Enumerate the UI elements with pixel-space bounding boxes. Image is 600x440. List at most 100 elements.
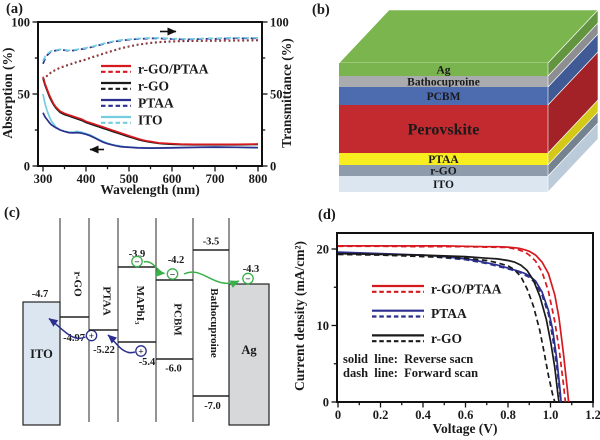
y-tick-label: 100 bbox=[11, 15, 30, 29]
y-tick-label-right: 50 bbox=[270, 87, 283, 101]
energy-label: -6.0 bbox=[165, 364, 182, 375]
y-tick-label: 10 bbox=[317, 319, 330, 333]
series-ptaa-absorption bbox=[42, 112, 259, 149]
energy-label: -4.3 bbox=[243, 264, 260, 275]
x-tick-label: 400 bbox=[77, 172, 96, 186]
energy-label: -4.7 bbox=[32, 289, 49, 300]
legend-label: PTAA bbox=[431, 306, 467, 321]
layer-front-face bbox=[339, 76, 548, 87]
x-tick-label: 600 bbox=[163, 172, 182, 186]
figure-shape: − bbox=[170, 270, 175, 280]
figure-shape: + bbox=[138, 347, 143, 357]
series-r-go-ptaa-reverse bbox=[338, 245, 570, 403]
legend-label: r-GO bbox=[138, 79, 169, 94]
hole-icon: + bbox=[135, 345, 147, 357]
layer-front-face bbox=[339, 63, 548, 76]
series-r-go-ptaa-absorption bbox=[42, 76, 259, 146]
hole-arrow bbox=[107, 334, 136, 354]
layer-front-face bbox=[339, 165, 548, 176]
material-name: Bathocuproine bbox=[208, 288, 220, 358]
stack-layer-ito: ITO bbox=[339, 122, 599, 193]
layer-label: PCBM bbox=[427, 91, 461, 103]
legend-label: r-GO bbox=[431, 331, 462, 346]
stack-layer-r-go: r-GO bbox=[339, 111, 599, 178]
legend-d: r-GO/PTAA PTAA r-GO bbox=[372, 282, 502, 346]
y-tick-label-right: 100 bbox=[270, 15, 289, 29]
energy-label: Ag bbox=[241, 343, 257, 357]
y-tick-label-right: 0 bbox=[270, 159, 276, 173]
figure-shape bbox=[131, 255, 143, 268]
x-tick-label: 0 bbox=[335, 408, 341, 422]
panel-c-tag: (c) bbox=[4, 205, 21, 221]
plot-a: 300 400 500 600 700 800050100050100r-GO/PTAAr… bbox=[11, 15, 289, 186]
x-tick-label: 0.6 bbox=[458, 408, 474, 422]
electron-icon: − bbox=[166, 268, 179, 280]
legend-label: r-GO/PTAA bbox=[431, 282, 502, 297]
layer-label: PTAA bbox=[428, 154, 459, 166]
layer-side-face bbox=[547, 122, 599, 193]
layer-front-face bbox=[339, 153, 548, 165]
material-name: PTAA bbox=[101, 286, 113, 315]
material-name: MAPbI₃ bbox=[134, 286, 146, 325]
stack-layer-ptaa: PTAA bbox=[339, 99, 599, 166]
y-tick-label: 0 bbox=[24, 159, 30, 173]
x-tick-label: 700 bbox=[206, 172, 225, 186]
layer-label: ITO bbox=[433, 179, 454, 191]
panel-a-ylabel-right: Transmittance (%) bbox=[279, 38, 294, 148]
energy-label: -5.22 bbox=[93, 345, 115, 356]
series-r-go-reverse bbox=[337, 252, 560, 403]
electron-icon: − bbox=[131, 255, 143, 268]
x-tick-label: 300 bbox=[34, 172, 53, 186]
layer-front-face bbox=[339, 87, 548, 105]
material-name: PCBM bbox=[172, 303, 184, 336]
panel-a-tag: (a) bbox=[6, 1, 23, 17]
layer-label: r-GO bbox=[430, 166, 456, 178]
layer-label: Bathocuproine bbox=[407, 77, 480, 89]
panel-d-ylabel: Current density (mA/cm²) bbox=[292, 240, 307, 392]
panel-a-xlabel: Wavelength (nm) bbox=[100, 182, 200, 197]
series-r-go-ptaa-transmittance bbox=[42, 39, 259, 81]
x-tick-label: 500 bbox=[120, 172, 139, 186]
layer-front-face bbox=[339, 105, 548, 153]
figure-shape: − bbox=[245, 275, 250, 285]
material-name: r-GO bbox=[72, 271, 84, 297]
panel-d-note-dash: dash line: Forward scan bbox=[343, 366, 479, 380]
energy-label: -7.0 bbox=[204, 401, 221, 412]
energy-label: -3.5 bbox=[203, 237, 220, 248]
legend-label: ITO bbox=[138, 113, 163, 128]
x-tick-label: 800 bbox=[249, 172, 268, 186]
stack-layer-pcbm: PCBM bbox=[339, 33, 599, 106]
x-tick-label: 0.4 bbox=[415, 408, 431, 422]
layer-label: Perovskite bbox=[408, 122, 480, 139]
plot-d: 0 0.2 0.4 0.6 0.8 1.0 1.201020r-GO/PTAAPTAAr-G… bbox=[317, 232, 600, 422]
legend-a: r-GO/PTAA r-GO PTAA ITO bbox=[101, 62, 209, 128]
energy-label: -3.9 bbox=[129, 249, 146, 260]
stack-layer-perovskite: Perovskite bbox=[339, 51, 599, 154]
legend-label: PTAA bbox=[138, 96, 174, 111]
series-ito-transmittance bbox=[42, 36, 258, 62]
figure-shape: − bbox=[134, 258, 139, 268]
panel-d-tag: (d) bbox=[318, 207, 336, 223]
panel-a-ylabel-left: Absorption (%) bbox=[0, 47, 15, 139]
x-tick-label: 0.8 bbox=[500, 408, 516, 422]
figure-shape bbox=[166, 268, 179, 280]
figure-shape: + bbox=[89, 332, 94, 342]
series-r-go-forward bbox=[337, 253, 556, 403]
stack-layer-ag: Ag bbox=[339, 9, 599, 77]
energy-label: ITO bbox=[30, 347, 53, 361]
figure-shape bbox=[135, 345, 147, 357]
stack-layer-bathocuproine: Bathocuproine bbox=[339, 22, 599, 89]
layer-label: Ag bbox=[436, 65, 450, 77]
energy-label: -4.97 bbox=[63, 333, 85, 344]
panel-d-xlabel: Voltage (V) bbox=[432, 421, 498, 436]
hole-arrow bbox=[48, 317, 86, 340]
legend-label: r-GO/PTAA bbox=[138, 62, 209, 77]
energy-label: -4.2 bbox=[168, 255, 185, 266]
series-r-go-ptaa-forward bbox=[338, 245, 567, 403]
x-tick-label: 0.2 bbox=[373, 408, 389, 422]
